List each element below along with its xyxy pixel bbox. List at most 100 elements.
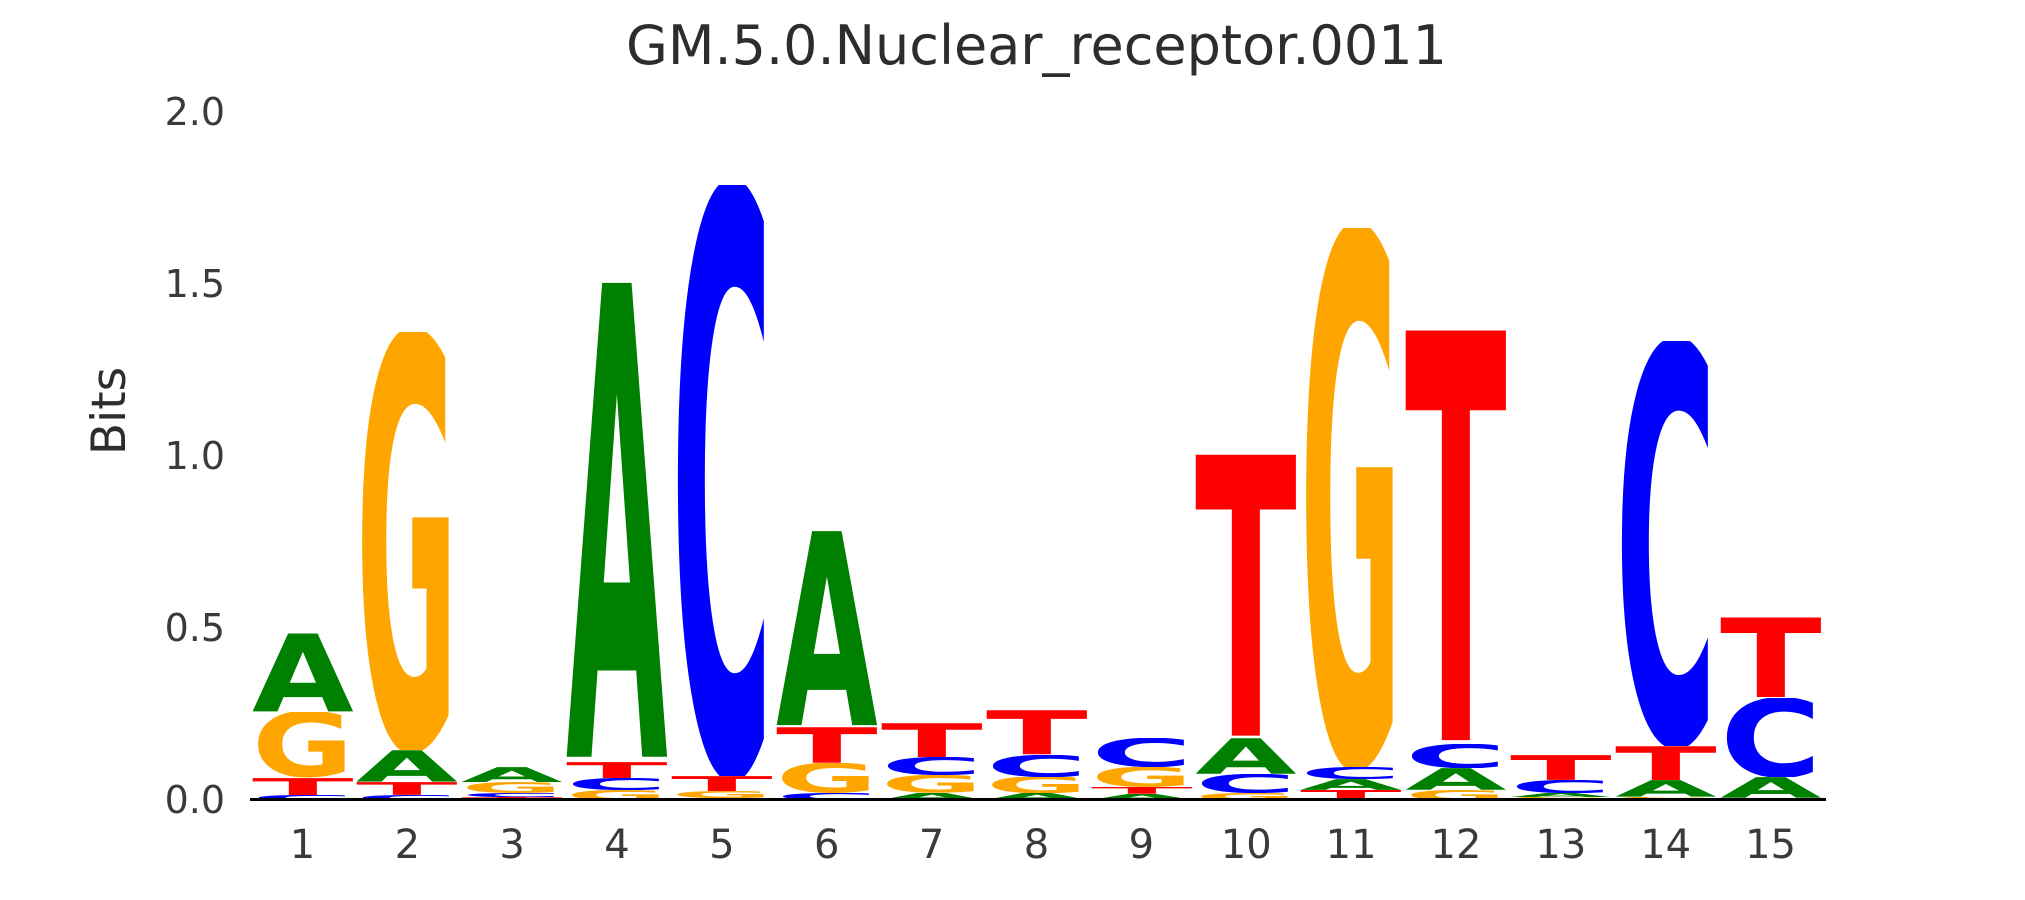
logo-letter-C: C [1091,738,1193,767]
x-tick-14: 14 [1640,822,1692,868]
svg-text:A: A [356,750,458,782]
svg-text:C: C [671,185,773,777]
x-axis-line [250,798,1826,801]
x-tick-15: 15 [1745,822,1797,868]
svg-text:T: T [671,776,773,791]
svg-text:C: C [1510,780,1612,793]
logo-column-14: CTAG [1613,112,1718,800]
svg-text:A: A [986,793,1088,800]
logo-letter-T: T [1720,617,1822,698]
x-tick-7: 7 [918,822,945,868]
logo-letter-C: C [671,185,773,777]
svg-text:C: C [1300,767,1402,779]
logo-letter-T: T [776,727,878,763]
svg-text:A: A [1300,779,1402,790]
logo-letter-A: A [1195,738,1297,774]
y-tick-0.0: 0.0 [164,778,225,822]
logo-letter-T: T [1405,328,1507,744]
svg-text:T: T [1615,746,1717,780]
svg-text:C: C [461,793,563,797]
svg-text:G: G [671,791,773,798]
logo-letter-T: T [1300,790,1402,800]
svg-text:G: G [881,775,983,793]
x-tick-11: 11 [1325,822,1377,868]
svg-text:G: G [356,332,458,750]
svg-text:C: C [1615,341,1717,746]
logo-column-9: CGTA [1089,112,1194,800]
svg-text:T: T [881,723,983,757]
logo-letter-T: T [986,710,1088,755]
logo-letter-C: C [776,793,878,800]
logo-letter-G: G [461,782,563,793]
logo-letter-A: A [1405,768,1507,790]
svg-text:A: A [776,530,878,727]
x-tick-5: 5 [709,822,735,868]
svg-text:G: G [1405,790,1507,800]
x-tick-4: 4 [604,822,630,868]
logo-letter-A: A [252,633,354,712]
logo-letter-C: C [252,795,354,800]
logo-letter-T: T [1195,453,1297,739]
svg-text:G: G [986,777,1088,793]
svg-text:T: T [1091,787,1193,794]
logo-letter-A: A [776,530,878,727]
x-tick-9: 9 [1128,822,1155,868]
logo-letter-G: G [252,712,354,777]
logo-letter-A: A [461,767,563,782]
logo-letter-C: C [1510,780,1612,793]
logo-letter-G: G [1405,790,1507,800]
logo-letter-C: C [1720,698,1822,777]
svg-text:A: A [566,280,668,762]
logo-letter-A: A [1091,794,1193,800]
logo-letter-C: C [566,778,668,790]
logo-letter-A: A [986,793,1088,800]
svg-text:T: T [252,778,354,795]
svg-text:C: C [356,795,458,800]
svg-text:C: C [1405,744,1507,768]
svg-text:T: T [1300,790,1402,800]
svg-text:T: T [776,727,878,763]
logo-letter-A: A [1720,777,1822,798]
x-tick-10: 10 [1220,822,1272,868]
y-tick-0.5: 0.5 [164,606,225,650]
logo-letter-A: A [1615,780,1717,797]
svg-text:T: T [1720,617,1822,698]
svg-text:G: G [566,790,668,800]
logo-letter-A: A [356,750,458,782]
svg-text:A: A [1195,738,1297,774]
svg-text:G: G [1300,228,1402,767]
svg-text:A: A [461,767,563,782]
x-tick-8: 8 [1023,822,1050,868]
svg-text:G: G [461,782,563,793]
y-axis-label: Bits [82,366,137,456]
svg-text:C: C [252,795,354,800]
logo-letter-G: G [776,763,878,793]
svg-text:C: C [1720,698,1822,777]
y-tick-1.0: 1.0 [164,434,225,478]
svg-text:G: G [1195,793,1297,800]
svg-text:A: A [1615,780,1717,797]
logo-letter-T: T [1510,755,1612,780]
svg-text:C: C [566,778,668,790]
y-tick-1.5: 1.5 [164,262,225,306]
logo-letter-G: G [1091,767,1193,787]
svg-text:T: T [356,782,458,795]
logo-letter-G: G [986,777,1088,793]
x-tick-3: 3 [499,822,525,868]
svg-text:T: T [1510,755,1612,780]
svg-text:A: A [1720,777,1822,798]
logo-letter-A: A [1300,779,1402,790]
logo-letter-G: G [671,791,773,798]
logo-letter-T: T [566,762,668,779]
y-tick-2.0: 2.0 [164,90,225,134]
svg-text:A: A [1405,768,1507,790]
logo-letter-T: T [1615,746,1717,780]
